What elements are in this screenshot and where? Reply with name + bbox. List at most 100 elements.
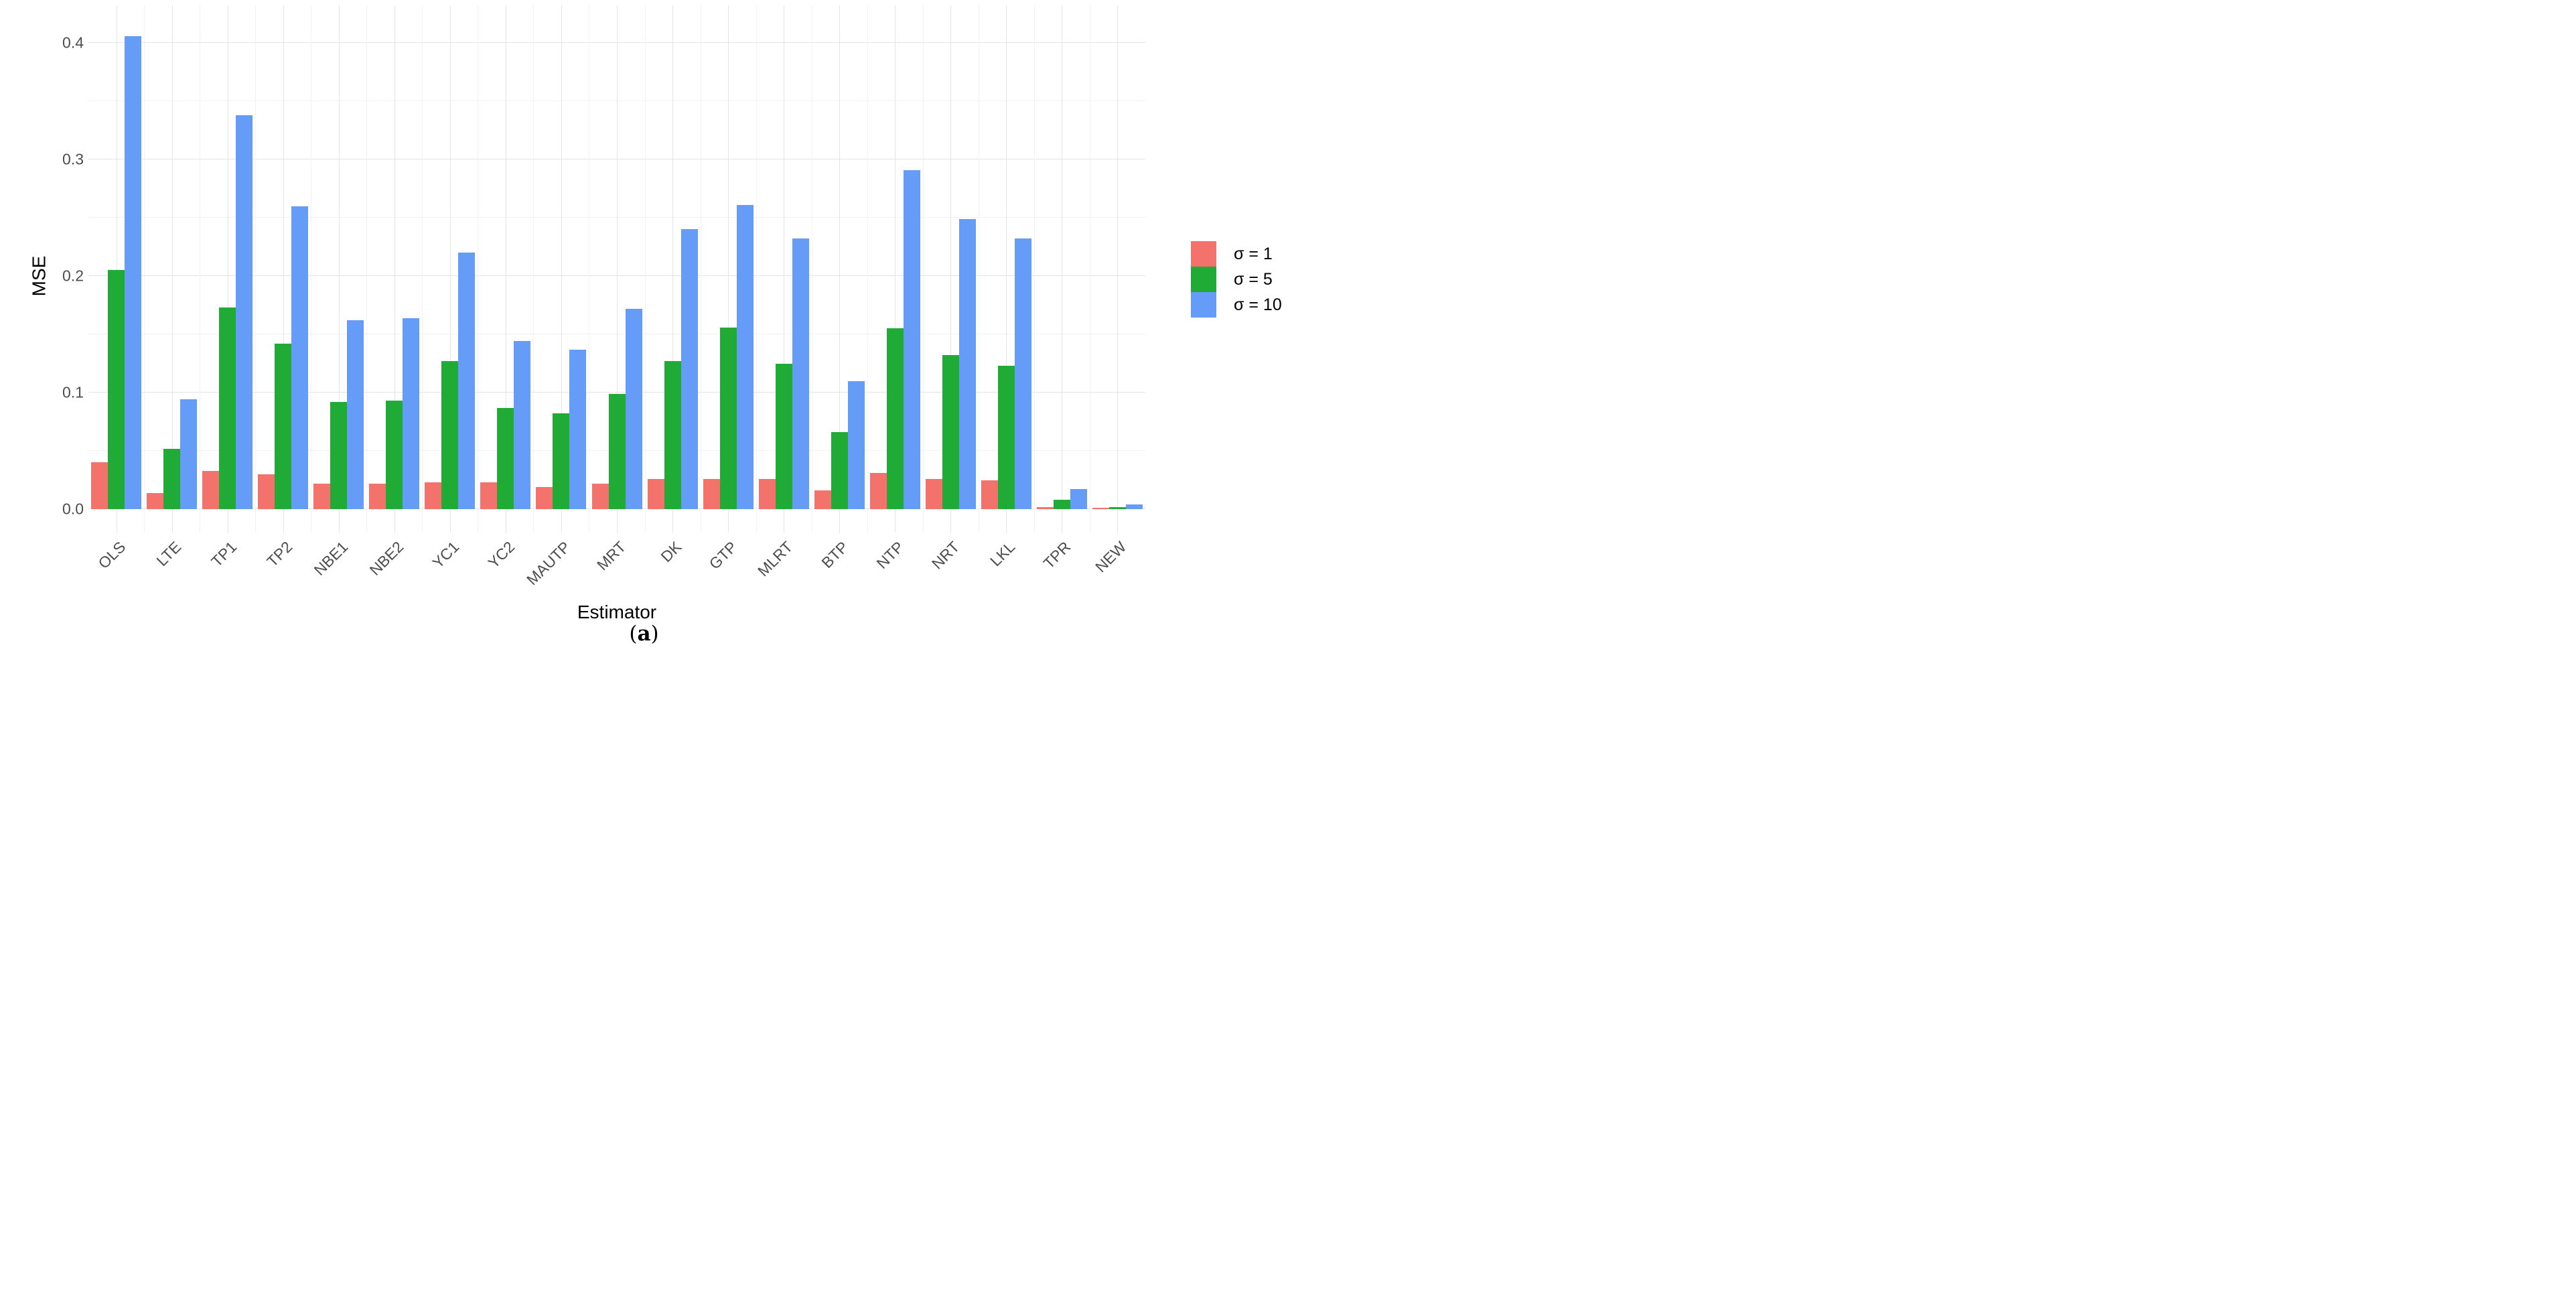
legend-entry-label: σ = 5 <box>1234 269 1273 289</box>
y-axis-title: MSE <box>28 255 50 297</box>
y-tick-label: 0.0 <box>62 500 84 518</box>
x-gridline-major <box>449 5 451 533</box>
legend-entry-label: σ = 10 <box>1234 295 1282 314</box>
y-tick-label: 0.3 <box>62 150 84 168</box>
x-gridline-minor <box>144 5 145 533</box>
x-gridline-major <box>1117 5 1119 533</box>
x-tick-text: GTP <box>705 538 741 573</box>
bar-σ=10-OLS <box>125 36 142 509</box>
bar-σ=5-BTP <box>831 432 848 509</box>
bar-σ=1-MLRT <box>758 478 776 509</box>
x-tick-text: MLRT <box>754 538 796 580</box>
x-gridline-minor <box>422 5 423 533</box>
bar-σ=10-NTP <box>903 169 920 509</box>
bar-σ=5-MLRT <box>775 363 792 509</box>
bar-σ=5-LKL <box>997 365 1015 509</box>
x-tick-label-nbe1: NBE1 <box>310 538 379 579</box>
y-tick-label: 0.1 <box>62 383 84 401</box>
x-tick-label-btp: BTP <box>818 538 869 571</box>
legend-entry: σ = 10 <box>1191 292 1282 318</box>
x-tick-text: TPR <box>1040 538 1074 572</box>
legend-key-swatch <box>1191 241 1216 267</box>
x-tick-text: NTP <box>873 538 908 572</box>
bar-σ=5-NTP <box>886 328 904 509</box>
x-tick-text: LTE <box>152 538 184 570</box>
bar-σ=10-YC2 <box>514 341 531 509</box>
legend-key-swatch <box>1191 292 1216 318</box>
legend-entry-label: σ = 1 <box>1234 244 1273 263</box>
x-tick-label-mrt: MRT <box>593 538 650 573</box>
x-tick-text: TP1 <box>207 538 240 571</box>
bar-σ=10-TP2 <box>291 206 309 509</box>
x-gridline-major <box>1006 5 1007 533</box>
figure-caption: (a) <box>629 622 659 646</box>
bar-σ=5-NRT <box>942 355 959 509</box>
bar-σ=5-TP2 <box>275 343 292 509</box>
x-tick-text: YC2 <box>484 538 518 572</box>
bar-σ=5-TPR <box>1053 500 1070 509</box>
x-tick-text: NRT <box>928 538 963 573</box>
x-tick-label-gtp: GTP <box>706 538 760 573</box>
bar-σ=10-NEW <box>1125 504 1143 509</box>
plot-panel <box>88 5 1145 533</box>
x-tick-label-lte: LTE <box>153 538 199 569</box>
x-gridline-minor <box>255 5 257 533</box>
bar-σ=5-OLS <box>108 270 125 509</box>
bar-σ=1-NRT <box>925 478 942 509</box>
x-gridline-major <box>171 5 173 533</box>
x-tick-label-ntp: NTP <box>873 538 926 572</box>
bar-σ=5-YC2 <box>497 407 514 509</box>
bar-σ=5-DK <box>664 361 681 509</box>
bar-σ=10-MRT <box>625 308 642 509</box>
x-gridline-major <box>283 5 284 533</box>
x-tick-label-dk: DK <box>657 538 694 565</box>
bar-σ=1-MAUTP <box>536 486 553 509</box>
x-tick-label-tp1: TP1 <box>208 538 256 570</box>
x-tick-label-new: NEW <box>1092 538 1153 575</box>
bar-σ=10-NBE2 <box>403 318 420 509</box>
bar-σ=5-TP1 <box>219 307 236 509</box>
legend-entry: σ = 1 <box>1191 241 1282 267</box>
legend-key-swatch <box>1191 267 1216 292</box>
bar-σ=1-OLS <box>91 462 109 509</box>
x-axis-title: Estimator <box>577 602 657 622</box>
bar-σ=5-MAUTP <box>553 413 570 509</box>
x-gridline-minor <box>533 5 534 533</box>
figure: MSE Estimator σ = 1 σ = 5 σ = 10 (a) 0.0 0.… <box>0 0 1288 652</box>
bar-σ=1-BTP <box>814 490 831 509</box>
x-tick-text: NEW <box>1092 538 1130 576</box>
x-gridline-major <box>561 5 562 533</box>
bar-σ=5-GTP <box>719 327 737 509</box>
bar-σ=5-NBE1 <box>330 401 348 509</box>
caption-letter: a <box>637 622 651 646</box>
x-gridline-major <box>950 5 952 533</box>
bar-σ=10-GTP <box>736 204 754 509</box>
x-tick-text: NBE1 <box>310 538 352 579</box>
bar-σ=1-DK <box>647 478 664 509</box>
bar-σ=1-NBE1 <box>313 483 331 509</box>
x-tick-label-yc1: YC1 <box>429 538 480 571</box>
x-tick-label-yc2: YC2 <box>484 538 536 571</box>
bar-σ=1-NEW <box>1092 508 1109 509</box>
x-gridline-major <box>672 5 674 533</box>
x-tick-text: TP2 <box>263 538 296 571</box>
x-tick-text: DK <box>657 538 685 565</box>
x-gridline-major <box>728 5 729 533</box>
bar-σ=10-YC1 <box>458 253 476 509</box>
bar-σ=1-TPR <box>1036 506 1054 509</box>
x-tick-label-ols: OLS <box>94 538 147 572</box>
bar-σ=10-NBE1 <box>347 320 364 509</box>
x-tick-text: LKL <box>987 538 1019 570</box>
bar-σ=5-LTE <box>163 448 181 509</box>
x-tick-label-lkl: LKL <box>987 538 1033 569</box>
x-tick-label-nrt: NRT <box>928 538 982 573</box>
bar-σ=10-NRT <box>958 218 976 509</box>
x-gridline-major <box>338 5 340 533</box>
x-tick-text: OLS <box>94 538 129 572</box>
x-gridline-minor <box>1033 5 1035 533</box>
x-gridline-major <box>839 5 841 533</box>
bar-σ=1-NTP <box>869 473 887 509</box>
legend-entry: σ = 5 <box>1191 267 1282 292</box>
x-tick-label-tpr: TPR <box>1040 538 1092 572</box>
bar-σ=5-MRT <box>608 393 626 509</box>
